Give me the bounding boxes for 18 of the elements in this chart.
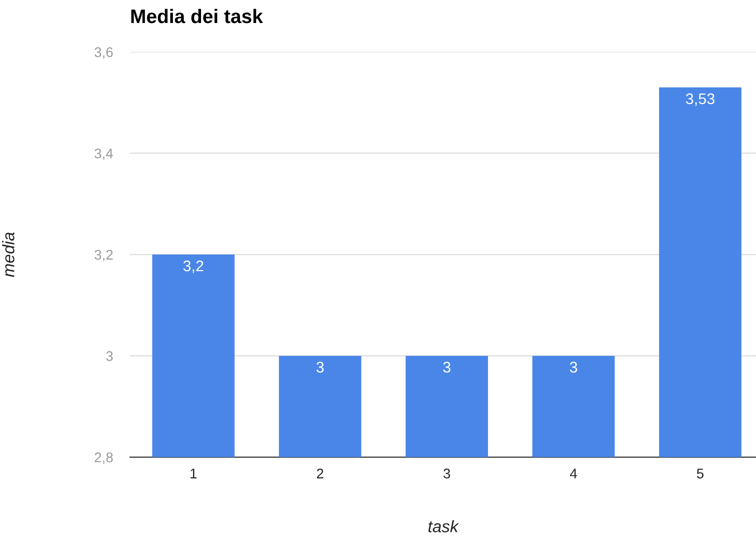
y-axis-title: media xyxy=(2,232,14,277)
x-tick-label: 2 xyxy=(316,468,324,478)
y-tick-label: 3,6 xyxy=(94,47,113,59)
data-label: 3 xyxy=(443,362,450,373)
x-tick-label: 4 xyxy=(570,468,577,478)
x-axis-title: task xyxy=(428,520,459,532)
chart-title: Media dei task xyxy=(131,8,263,24)
y-tick-label: 3,2 xyxy=(94,250,113,262)
y-tick-label: 2,8 xyxy=(94,452,113,464)
data-label: 3 xyxy=(316,362,324,373)
y-tick-label: 3 xyxy=(106,351,113,362)
data-label: 3,53 xyxy=(686,93,714,106)
y-tick-label: 3,4 xyxy=(94,148,113,160)
x-tick-label: 3 xyxy=(443,468,450,478)
data-label: 3,2 xyxy=(183,260,204,274)
x-tick-label: 1 xyxy=(190,468,197,478)
data-label: 3 xyxy=(570,362,578,373)
x-tick-label: 5 xyxy=(696,468,704,478)
